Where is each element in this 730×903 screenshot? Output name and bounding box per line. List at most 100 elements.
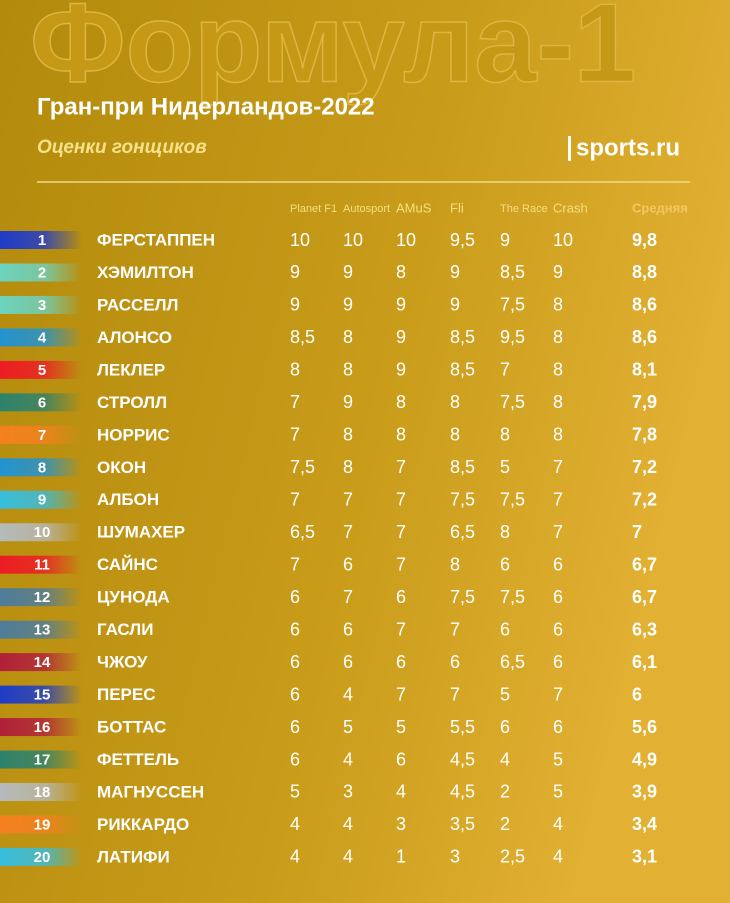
- score: 9: [396, 295, 406, 315]
- driver-name: БОТТАС: [97, 718, 166, 737]
- score: 4: [396, 782, 406, 802]
- average: 7,2: [632, 457, 657, 477]
- score: 8,5: [450, 457, 475, 477]
- rank: 9: [38, 492, 46, 509]
- score: 8: [553, 327, 563, 347]
- score: 8: [553, 425, 563, 445]
- score: 6: [343, 619, 353, 639]
- logo: sports.ru: [576, 134, 680, 161]
- rank: 16: [34, 719, 51, 736]
- driver-name: ПЕРЕС: [97, 685, 156, 704]
- score: 6: [396, 749, 406, 769]
- watermark: Формула-1: [30, 0, 636, 106]
- score: 4: [343, 814, 353, 834]
- score: 8: [553, 392, 563, 412]
- average: 3,9: [632, 782, 657, 802]
- score: 8,5: [290, 327, 315, 347]
- team-stripe: [0, 231, 82, 249]
- score: 7: [290, 490, 300, 510]
- score: 8: [553, 360, 563, 380]
- score: 6: [290, 749, 300, 769]
- score: 8,5: [450, 360, 475, 380]
- score: 3,5: [450, 814, 475, 834]
- score: 8: [343, 360, 353, 380]
- column-header: Crash: [553, 200, 588, 215]
- score: 6: [450, 652, 460, 672]
- score: 7: [396, 457, 406, 477]
- score: 9: [500, 230, 510, 250]
- score: 7,5: [500, 490, 525, 510]
- score: 7: [553, 457, 563, 477]
- average: 8,1: [632, 360, 657, 380]
- score: 5: [290, 782, 300, 802]
- team-stripe: [0, 263, 82, 282]
- score: 8: [450, 392, 460, 412]
- team-stripe: [0, 393, 82, 412]
- rank: 11: [34, 557, 50, 574]
- score: 8: [553, 295, 563, 315]
- table: Planet F1 Autosport AMuS Fli The Race Crash Ср…: [0, 200, 688, 867]
- team-stripe: [0, 328, 82, 347]
- score: 9: [290, 295, 300, 315]
- score: 6: [500, 554, 510, 574]
- column-header: Fli: [450, 200, 464, 215]
- average: 7,2: [632, 490, 657, 510]
- score: 7: [500, 360, 510, 380]
- rank: 5: [38, 362, 46, 379]
- score: 9: [343, 295, 353, 315]
- score: 8: [343, 327, 353, 347]
- rank: 8: [38, 459, 46, 476]
- subtitle: Оценки гонщиков: [37, 137, 207, 158]
- driver-name: ЛЕКЛЕР: [97, 360, 165, 379]
- score: 4: [553, 847, 563, 867]
- score: 5: [553, 782, 563, 802]
- score: 7: [450, 684, 460, 704]
- score: 7,5: [500, 587, 525, 607]
- score: 5: [553, 749, 563, 769]
- score: 7,5: [500, 295, 525, 315]
- driver-name: МАГНУССЕН: [97, 782, 204, 801]
- rank: 7: [38, 427, 46, 444]
- driver-name: АЛОНСО: [97, 328, 172, 347]
- score: 10: [396, 230, 416, 250]
- score: 3: [343, 782, 353, 802]
- score: 8: [396, 262, 406, 282]
- rank: 20: [34, 849, 51, 866]
- average: 8,8: [632, 262, 657, 282]
- score: 6: [290, 717, 300, 737]
- score: 10: [343, 230, 363, 250]
- team-stripe: [0, 685, 82, 704]
- score: 7,5: [290, 457, 315, 477]
- rank: 12: [34, 589, 51, 606]
- score: 8: [343, 457, 353, 477]
- score: 10: [290, 230, 310, 250]
- logo-bar: [568, 136, 571, 161]
- score: 6: [553, 554, 563, 574]
- driver-name: ГАСЛИ: [97, 620, 153, 639]
- driver-name: НОРРИС: [97, 425, 170, 444]
- driver-name: ФЕТТЕЛЬ: [97, 750, 179, 769]
- team-stripe: [0, 490, 82, 509]
- score: 7: [290, 425, 300, 445]
- score: 5: [500, 457, 510, 477]
- average: 7: [632, 522, 642, 542]
- team-stripe: [0, 653, 82, 672]
- score: 9: [553, 262, 563, 282]
- score: 6: [343, 554, 353, 574]
- score: 7,5: [500, 392, 525, 412]
- driver-name: РИККАРДО: [97, 815, 189, 834]
- average: 3,1: [632, 847, 657, 867]
- score: 9: [343, 262, 353, 282]
- score: 8: [450, 554, 460, 574]
- score: 7,5: [450, 490, 475, 510]
- score: 8: [396, 392, 406, 412]
- team-stripe: [0, 620, 82, 639]
- rank: 6: [38, 394, 46, 411]
- driver-name: АЛБОН: [97, 490, 159, 509]
- team-stripe: [0, 782, 82, 801]
- score: 9: [290, 262, 300, 282]
- rank: 2: [38, 264, 46, 281]
- score: 7: [396, 684, 406, 704]
